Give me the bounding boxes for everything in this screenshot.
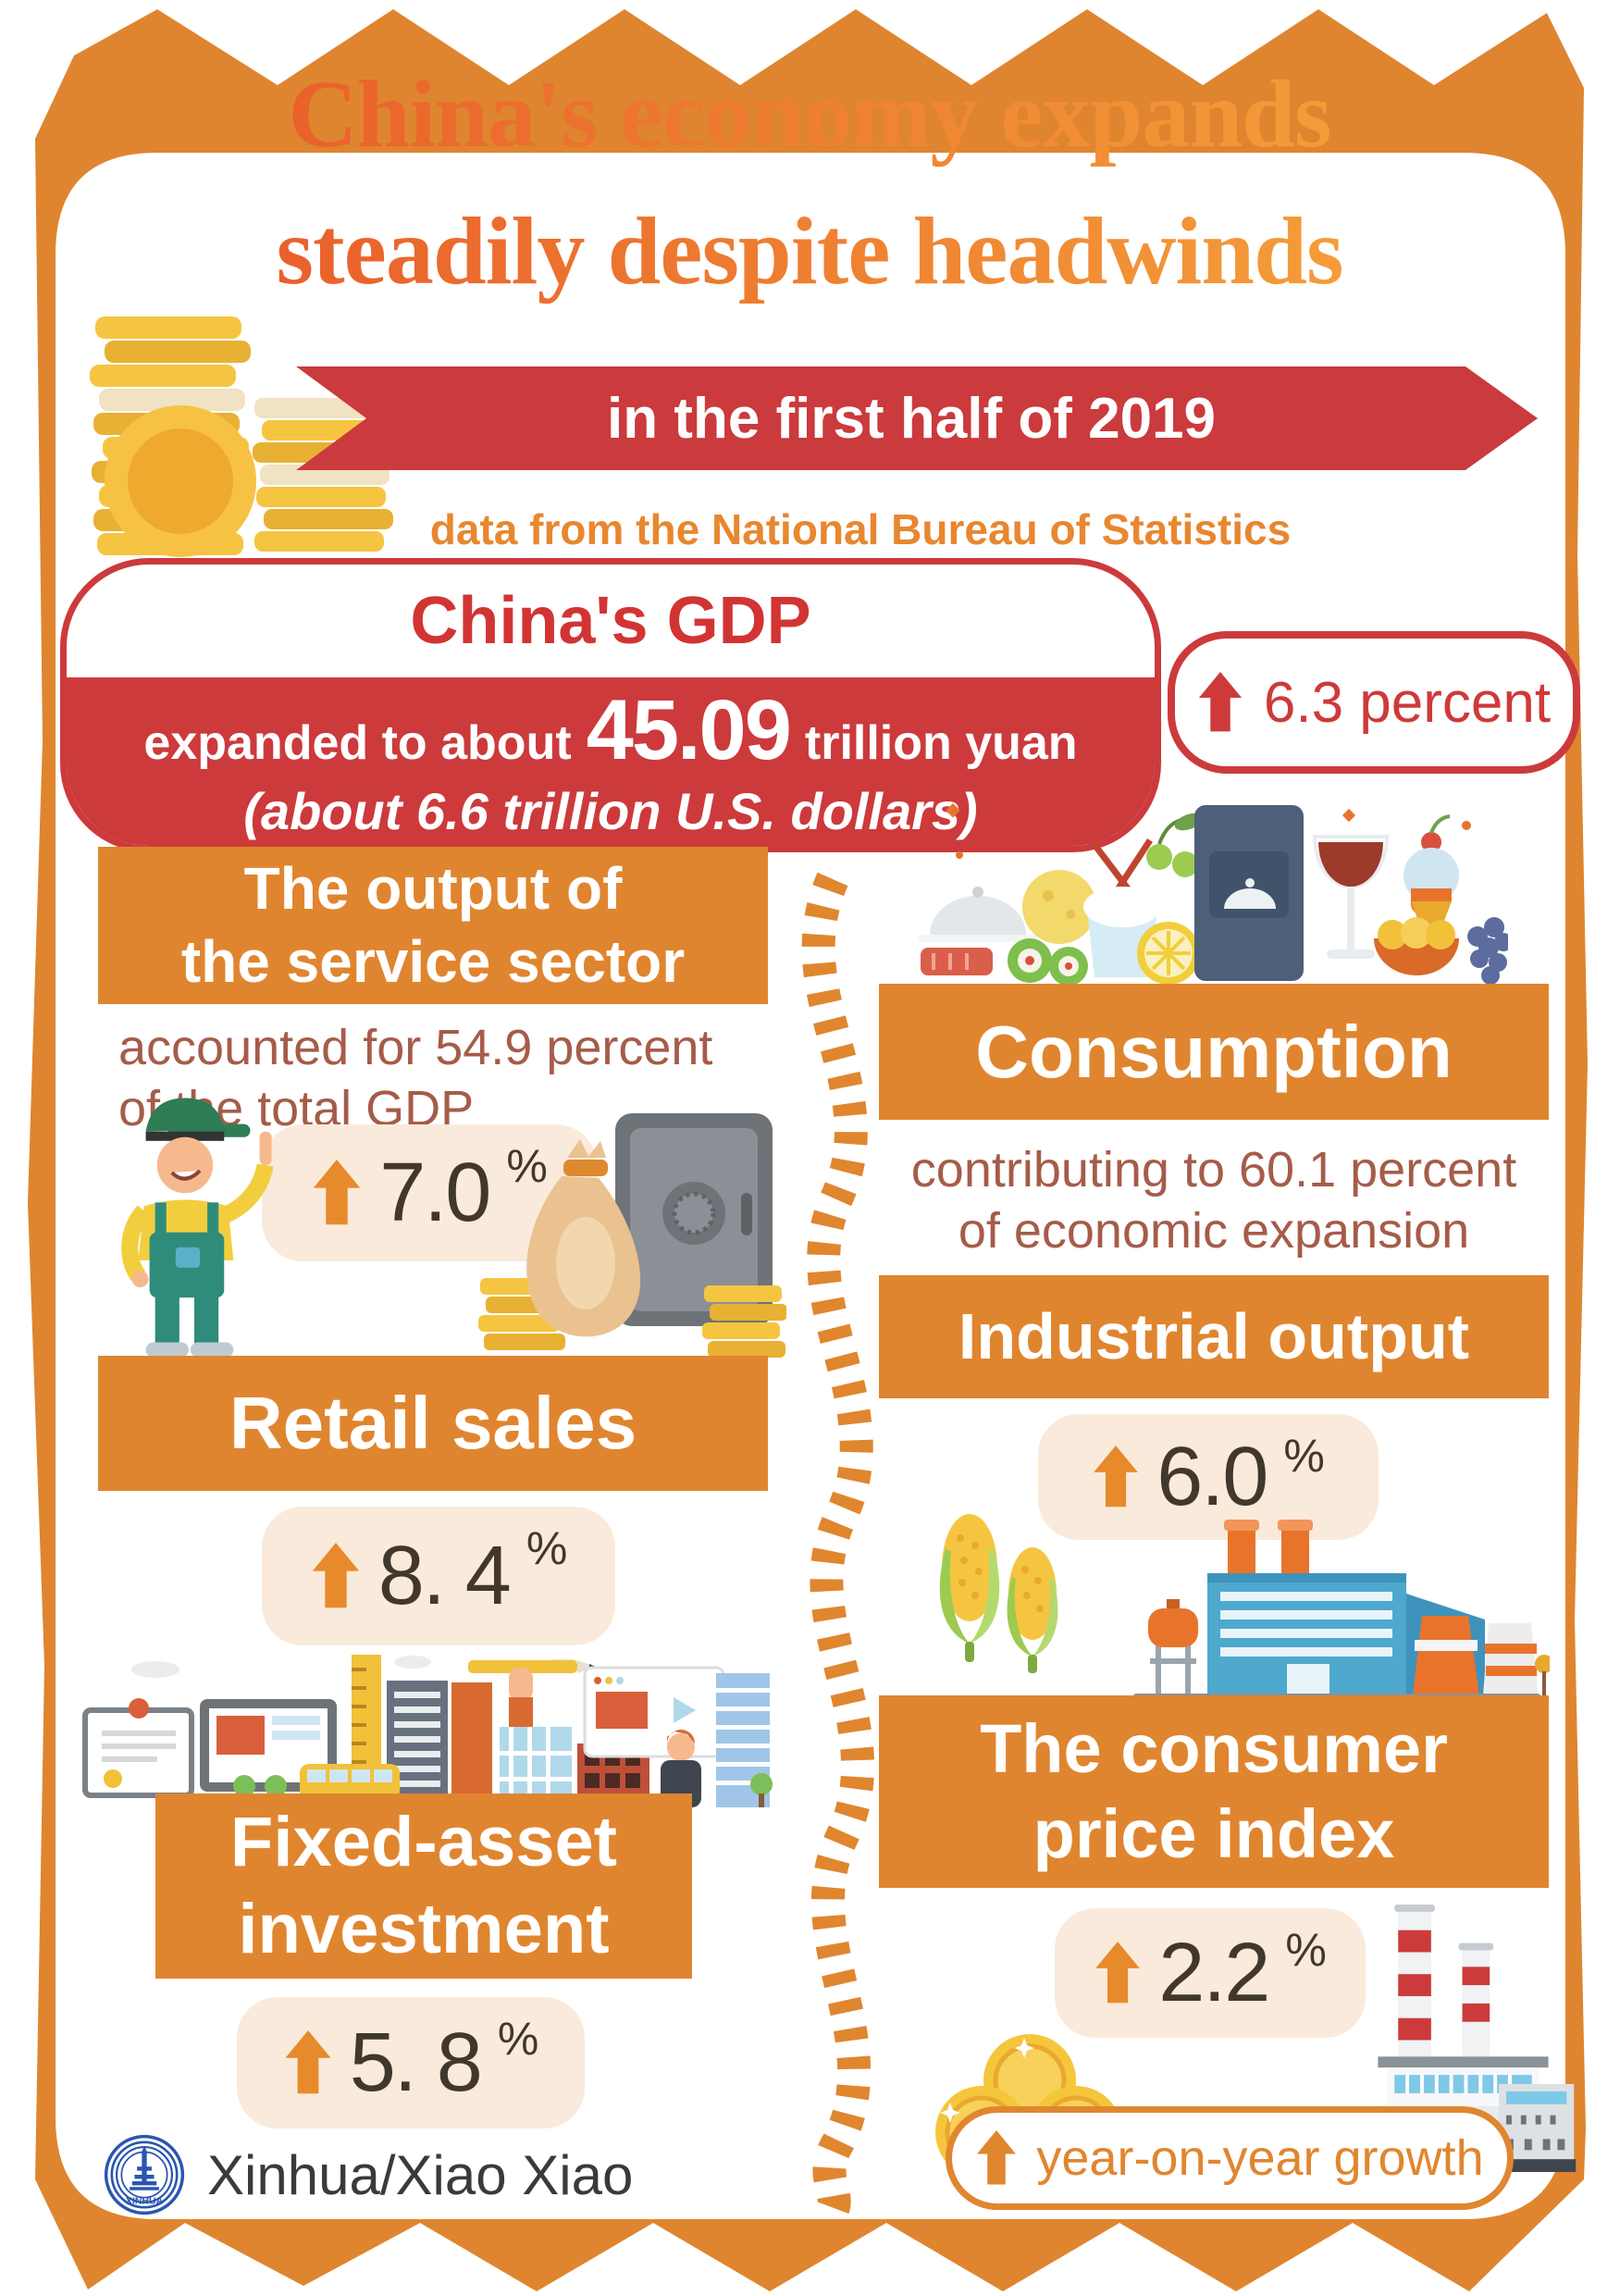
service-sector-header: The output of the service sector [98, 847, 768, 1004]
cpi-growth-value: 2.2 [1158, 1926, 1270, 2019]
fixed-asset-header-line2: investment [238, 1890, 610, 1968]
page-title-line2: steadily despite headwinds [276, 197, 1343, 304]
corn-illustration [939, 1514, 1058, 1673]
gdp-growth-value: 6.3 percent [1263, 670, 1552, 735]
industrial-growth-value: 6.0 [1156, 1430, 1268, 1523]
gdp-panel: China's GDP expanded to about 45.09 tril… [60, 558, 1161, 852]
money-safe-illustration [478, 1113, 786, 1358]
fixed-asset-growth-value: 5. 8 [349, 2016, 483, 2109]
percent-sign: % [526, 1522, 568, 1574]
consumption-note-line2: of economic expansion [958, 1202, 1470, 1259]
service-sector-header-line2: the service sector [180, 928, 686, 995]
service-sector-note-line1: accounted for 54.9 percent [118, 1020, 713, 1075]
legend-label: year-on-year growth [1036, 2130, 1484, 2186]
cpi-header-line2: price index [1033, 1795, 1395, 1872]
gdp-usd-note: (about 6.6 trillion U.S. dollars) [243, 782, 978, 840]
fixed-asset-header: Fixed-asset investment [155, 1793, 692, 1979]
factory-illustration [1133, 1520, 1550, 1699]
food-illustration [919, 802, 1508, 986]
service-growth-value: 7.0 [379, 1146, 491, 1239]
retail-growth-value: 8. 4 [377, 1529, 512, 1622]
growth-arrow-icon [312, 1543, 359, 1608]
gdp-detail: expanded to about 45.09 trillion yuan (a… [67, 677, 1155, 846]
photo-credit: Xinhua/Xiao Xiao [207, 2143, 634, 2206]
gdp-heading: China's GDP [410, 584, 811, 658]
percent-sign: % [1283, 1430, 1325, 1482]
industrial-output-header: Industrial output [879, 1275, 1549, 1398]
banner-label: in the first half of 2019 [606, 386, 1217, 451]
consumption-note-line1: contributing to 60.1 percent [910, 1142, 1517, 1198]
cpi-growth-badge: 2.2 % [1055, 1908, 1366, 2038]
consumption-header: Consumption [879, 984, 1549, 1120]
consumption-note: contributing to 60.1 percent of economic… [879, 1140, 1549, 1262]
industrial-output-header-label: Industrial output [958, 1300, 1470, 1373]
xinhua-logo-icon: XINHUA [104, 2134, 185, 2215]
service-sector-header-line1: The output of [243, 854, 623, 922]
retail-sales-header-label: Retail sales [229, 1382, 637, 1465]
column-divider [801, 872, 874, 2216]
growth-arrow-icon [1095, 1942, 1141, 2004]
coin-stack-illustration [90, 316, 393, 557]
page-title: China's economy expands steadily despite… [65, 46, 1554, 319]
consumption-header-label: Consumption [975, 1010, 1453, 1093]
source-note: data from the National Bureau of Statist… [429, 505, 1292, 553]
growth-arrow-icon [314, 1160, 361, 1225]
page-title-line1: China's economy expands [288, 61, 1331, 168]
growth-arrow-icon [1094, 1446, 1139, 1508]
ribbon-banner [296, 366, 1538, 470]
gdp-value: 45.09 [586, 683, 792, 777]
cpi-header: The consumer price index [879, 1695, 1549, 1888]
fixed-asset-growth-badge: 5. 8 % [237, 1997, 585, 2128]
legend-pill: year-on-year growth [946, 2106, 1514, 2210]
gdp-prefix: expanded to about [143, 716, 572, 770]
growth-arrow-icon [285, 2030, 331, 2094]
growth-arrow-icon [977, 2130, 1017, 2185]
industrial-growth-badge: 6.0 % [1038, 1414, 1379, 1540]
cityscape-illustration [82, 1655, 773, 1807]
percent-sign: % [1285, 1924, 1327, 1976]
fixed-asset-header-line1: Fixed-asset [229, 1802, 618, 1881]
gdp-growth-badge: 6.3 percent [1168, 631, 1580, 774]
xinhua-logo-text: XINHUA [126, 2196, 164, 2207]
cpi-header-line1: The consumer [980, 1710, 1448, 1788]
gdp-unit: trillion yuan [804, 716, 1078, 770]
worker-illustration [121, 1098, 274, 1358]
growth-arrow-icon [1198, 672, 1242, 732]
retail-sales-header: Retail sales [98, 1356, 768, 1491]
gdp-value-line: expanded to about 45.09 trillion yuan [143, 682, 1077, 779]
percent-sign: % [497, 2013, 539, 2065]
percent-sign: % [506, 1140, 548, 1192]
retail-growth-badge: 8. 4 % [262, 1507, 615, 1645]
